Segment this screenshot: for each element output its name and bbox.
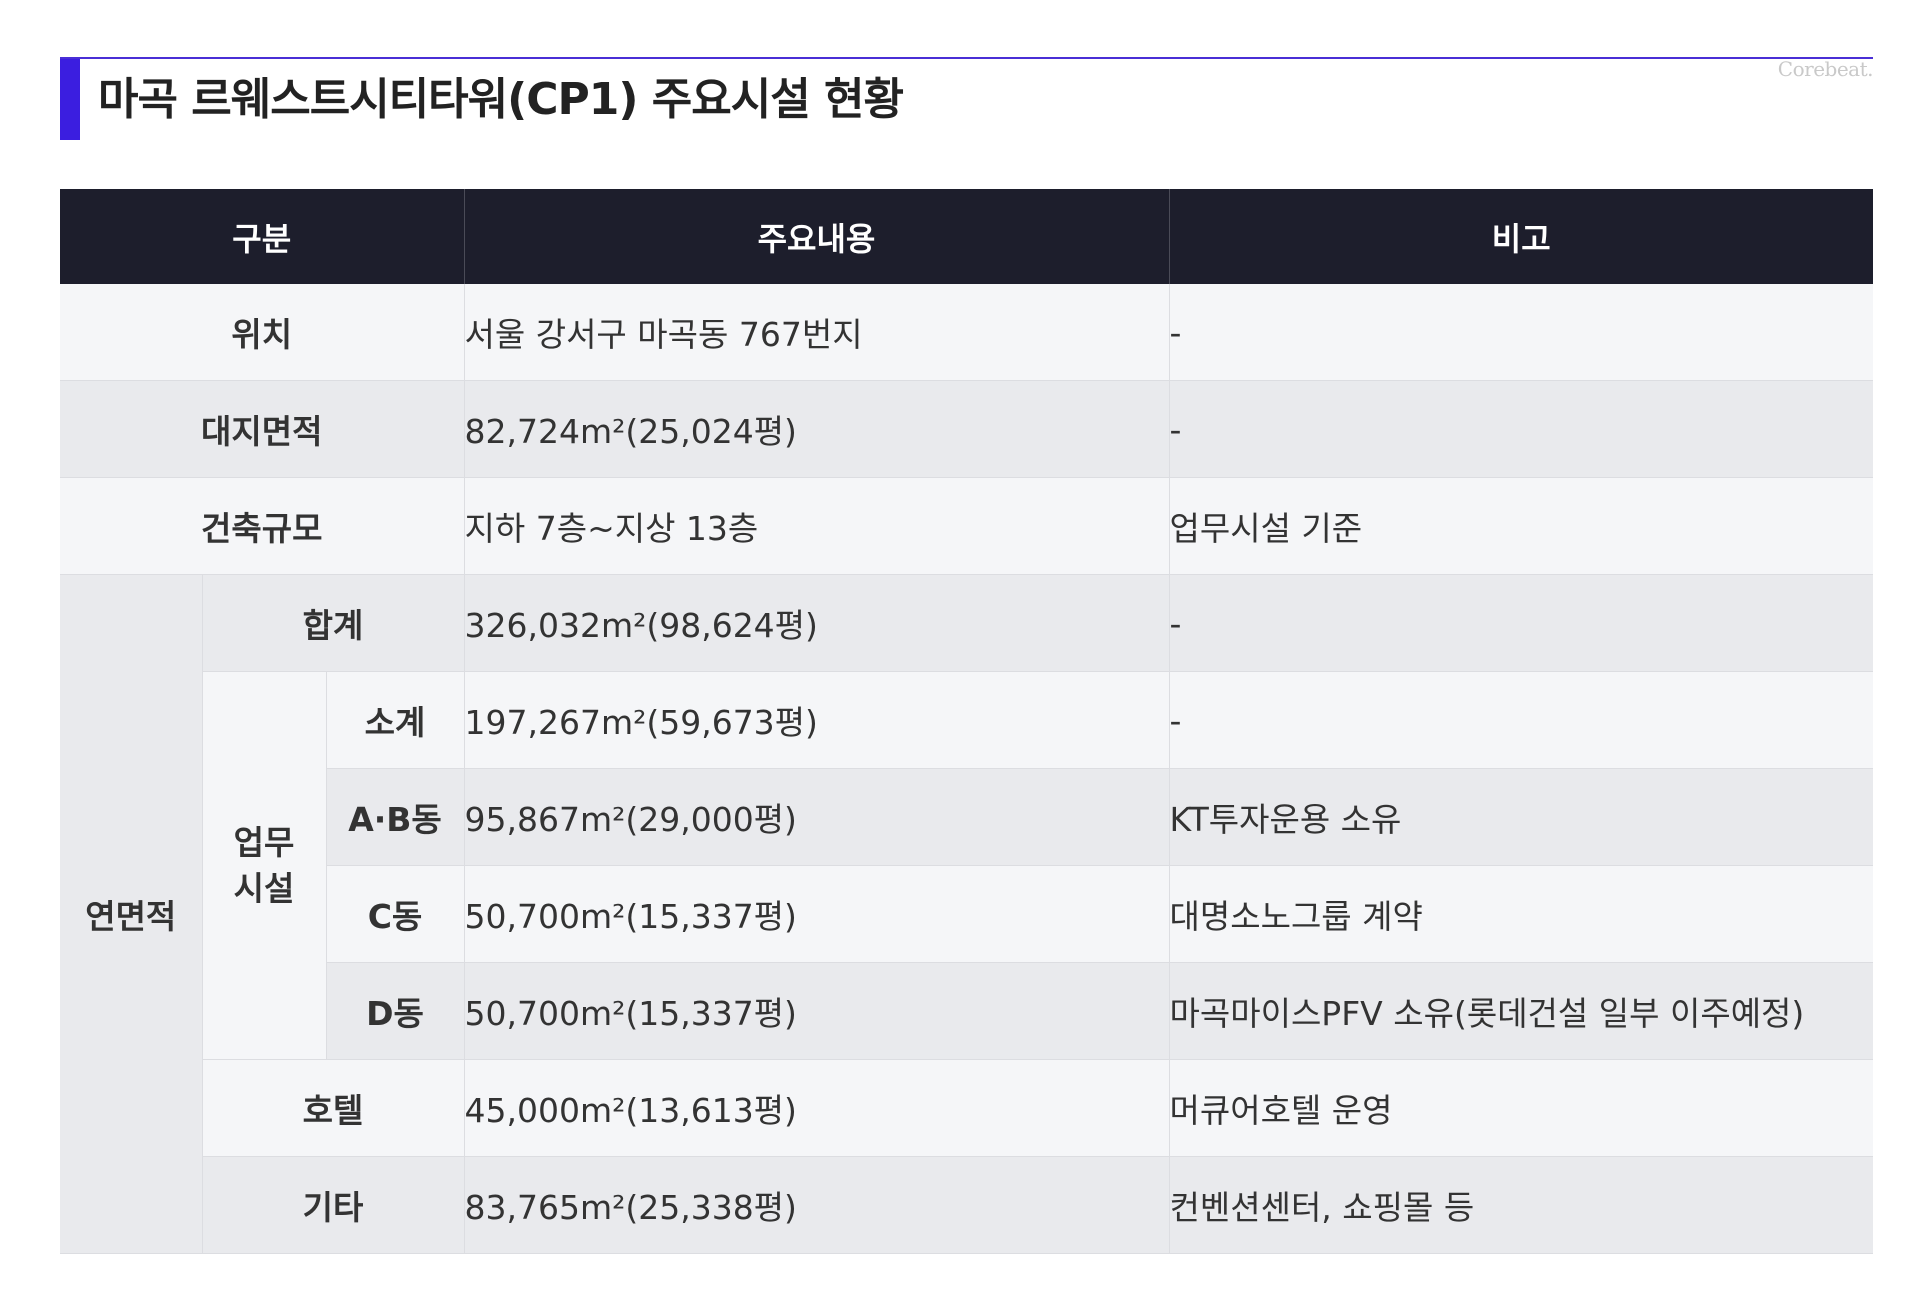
office-label-line2: 시설	[233, 868, 295, 908]
row-label: 위치	[60, 284, 465, 381]
table-row-building-scale: 건축규모 지하 7층~지상 13층 업무시설 기준	[60, 477, 1873, 575]
row-label: 기타	[202, 1156, 465, 1254]
row-content: 82,724m²(25,024평)	[464, 380, 1170, 478]
row-label: 합계	[202, 574, 465, 672]
page-title: 마곡 르웨스트시티타워(CP1) 주요시설 현황	[98, 74, 904, 125]
table-row-hotel: 호텔 45,000m²(13,613평) 머큐어호텔 운영	[60, 1059, 1873, 1157]
row-content: 50,700m²(15,337평)	[464, 962, 1170, 1060]
table-row-total: 연면적 합계 326,032m²(98,624평) -	[60, 574, 1873, 1254]
table-row-building-ab: A·B동 95,867m²(29,000평) KT투자운용 소유	[60, 768, 1873, 866]
facility-table: 구분 주요내용 비고 위치 서울 강서구 마곡동 767번지 - 대지면적 82…	[60, 189, 1873, 1254]
floor-area-label: 연면적	[60, 574, 203, 1254]
row-note: 컨벤션센터, 쇼핑몰 등	[1169, 1156, 1873, 1254]
table-row-site-area: 대지면적 82,724m²(25,024평) -	[60, 380, 1873, 478]
row-note: KT투자운용 소유	[1169, 768, 1873, 866]
title-rule	[60, 57, 1873, 59]
table-header-row: 구분 주요내용 비고	[60, 189, 1873, 284]
header-content: 주요내용	[464, 189, 1170, 284]
row-label: 건축규모	[60, 477, 465, 575]
row-content: 50,700m²(15,337평)	[464, 865, 1170, 963]
row-content: 지하 7층~지상 13층	[464, 477, 1170, 575]
table-row-location: 위치 서울 강서구 마곡동 767번지 -	[60, 284, 1873, 381]
header-note: 비고	[1169, 189, 1873, 284]
office-label-line1: 업무	[233, 822, 295, 862]
table-row-other: 기타 83,765m²(25,338평) 컨벤션센터, 쇼핑몰 등	[60, 1156, 1873, 1254]
row-note: 대명소노그룹 계약	[1169, 865, 1873, 963]
row-label: C동	[326, 865, 465, 963]
row-note: -	[1169, 574, 1873, 672]
brand-logo: Corebeat.	[1777, 57, 1874, 81]
row-content: 서울 강서구 마곡동 767번지	[464, 284, 1170, 381]
title-accent-bar	[60, 59, 80, 140]
row-note: -	[1169, 671, 1873, 769]
row-note: -	[1169, 380, 1873, 478]
row-note: -	[1169, 284, 1873, 381]
header-category: 구분	[60, 189, 465, 284]
row-label: A·B동	[326, 768, 465, 866]
row-content: 83,765m²(25,338평)	[464, 1156, 1170, 1254]
row-note: 업무시설 기준	[1169, 477, 1873, 575]
row-note: 마곡마이스PFV 소유(롯데건설 일부 이주예정)	[1169, 962, 1873, 1060]
row-content: 95,867m²(29,000평)	[464, 768, 1170, 866]
row-label: D동	[326, 962, 465, 1060]
row-label: 호텔	[202, 1059, 465, 1157]
row-label: 대지면적	[60, 380, 465, 478]
table-row-building-c: C동 50,700m²(15,337평) 대명소노그룹 계약	[60, 865, 1873, 963]
row-content: 326,032m²(98,624평)	[464, 574, 1170, 672]
row-content: 197,267m²(59,673평)	[464, 671, 1170, 769]
table-row-building-d: D동 50,700m²(15,337평) 마곡마이스PFV 소유(롯데건설 일부…	[60, 962, 1873, 1060]
row-label: 소계	[326, 671, 465, 769]
row-content: 45,000m²(13,613평)	[464, 1059, 1170, 1157]
row-note: 머큐어호텔 운영	[1169, 1059, 1873, 1157]
